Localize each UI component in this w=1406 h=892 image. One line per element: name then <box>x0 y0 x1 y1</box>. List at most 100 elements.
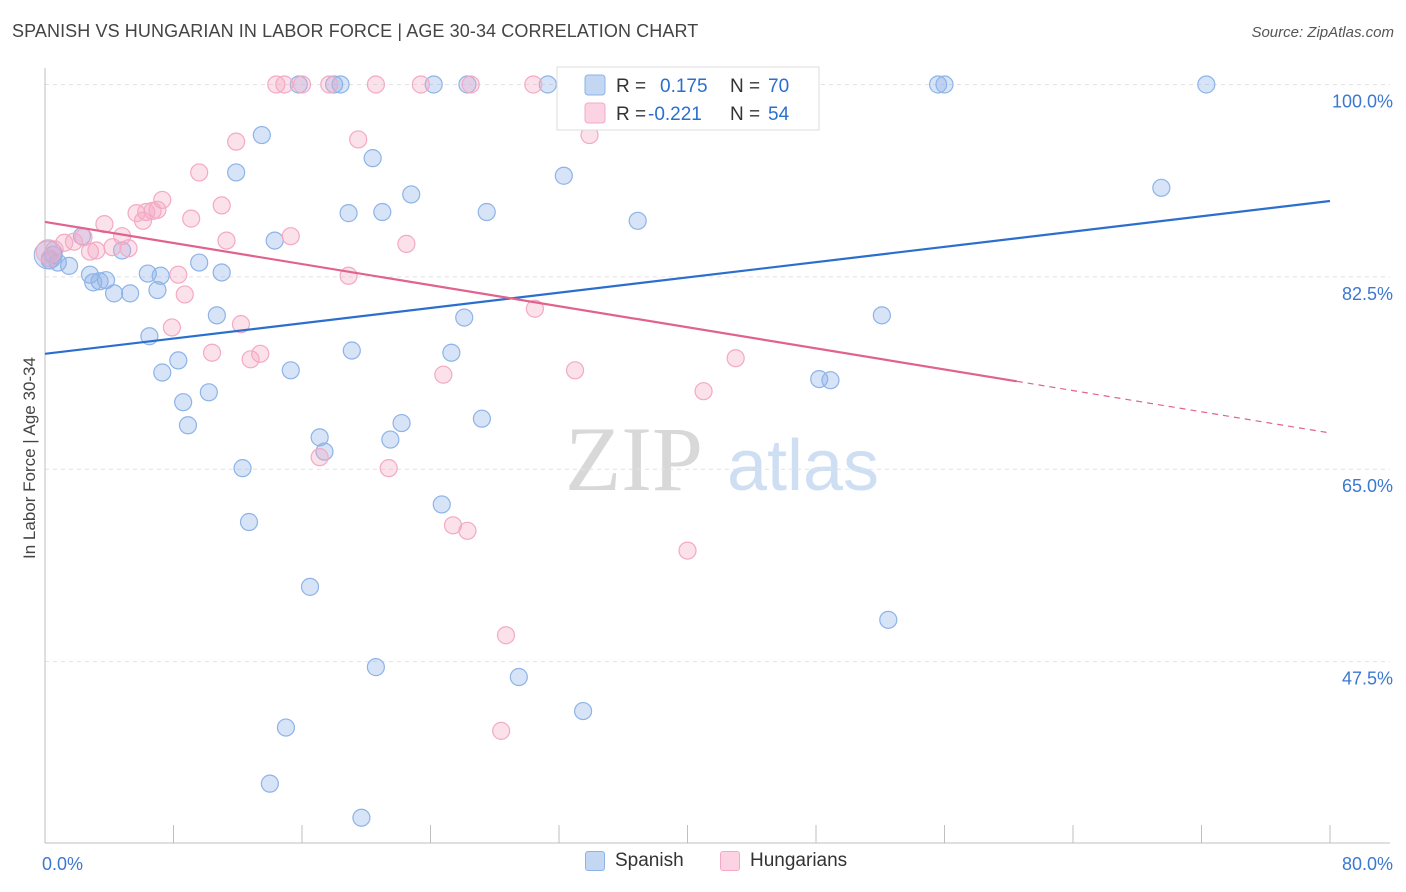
hungarians-point <box>310 448 329 467</box>
spanish-point <box>342 341 361 360</box>
hungarians-point <box>565 361 585 380</box>
hungarians-r-value: -0.221 <box>648 104 702 125</box>
hungarians-trend-line <box>44 220 1017 383</box>
spanish-point <box>821 371 840 390</box>
hungarians-point <box>678 541 697 560</box>
spanish-r-value: 0.175 <box>660 76 708 97</box>
trend-lines <box>44 199 1331 434</box>
hungarians-point <box>458 521 477 540</box>
spanish-point <box>207 306 226 325</box>
legend-label-hungarians: Hungarians <box>750 850 848 871</box>
spanish-point <box>432 495 451 514</box>
spanish-point <box>554 166 573 185</box>
hungarians-point <box>241 350 260 369</box>
spanish-point <box>928 75 948 94</box>
hungarians-point <box>366 75 385 94</box>
spanish-point <box>538 75 557 94</box>
hungarians-point <box>292 75 312 94</box>
spanish-point <box>252 125 271 145</box>
spanish-point <box>352 808 371 827</box>
spanish-point <box>879 610 898 629</box>
spanish-point <box>381 430 400 449</box>
spanish-point <box>310 428 329 447</box>
hungarians-point <box>169 265 188 284</box>
hungarians-point <box>320 75 339 94</box>
spanish-point <box>424 75 443 94</box>
spanish-point <box>190 253 209 272</box>
hungarians-point <box>80 242 100 261</box>
spanish-point <box>121 284 140 303</box>
spanish-point <box>872 306 891 325</box>
spanish-point <box>59 256 79 275</box>
spanish-point <box>1197 75 1216 94</box>
hungarians-point <box>217 231 236 250</box>
hungarians-point <box>202 343 222 362</box>
tick-labels: 100.0% 82.5% 65.0% 47.5% 0.0% 80.0% <box>42 91 1393 874</box>
hungarians-point <box>231 315 251 334</box>
hungarians-point <box>275 75 294 94</box>
spanish-point <box>573 701 593 721</box>
y-tick-label: 82.5% <box>1342 284 1393 304</box>
spanish-point <box>300 577 320 596</box>
data-points <box>33 75 1216 827</box>
spanish-point <box>227 163 246 182</box>
spanish-n-value: 70 <box>768 76 789 97</box>
spanish-point <box>363 149 382 168</box>
spanish-point <box>212 263 231 282</box>
hungarians-point <box>397 234 416 253</box>
spanish-point <box>628 211 647 230</box>
hungarians-trend-line-extension <box>1016 380 1331 434</box>
gridlines <box>45 83 1390 663</box>
hungarians-r-label: R = <box>616 104 646 125</box>
watermark-atlas: atlas <box>727 426 879 506</box>
chart-title: SPANISH VS HUNGARIAN IN LABOR FORCE | AG… <box>12 21 699 41</box>
hungarians-n-label: N = <box>730 104 760 125</box>
spanish-point <box>174 393 193 412</box>
hungarians-point <box>434 365 453 384</box>
stats-legend: R = 0.175 N = 70 R = -0.221 N = 54 <box>556 66 820 131</box>
hungarians-point <box>379 459 398 478</box>
series-legend: Spanish Hungarians <box>0 850 1406 878</box>
spanish-point <box>151 266 170 285</box>
spanish-point <box>366 658 385 677</box>
spanish-point <box>84 273 103 292</box>
spanish-n-label: N = <box>730 76 760 97</box>
spanish-point <box>373 202 392 222</box>
hungarians-point <box>87 241 106 260</box>
hungarians-point <box>175 285 194 304</box>
spanish-point <box>935 75 954 94</box>
hungarians-point <box>281 227 300 246</box>
hungarians-point <box>525 299 545 318</box>
spanish-point <box>233 459 252 478</box>
spanish-trend-line <box>44 199 1331 355</box>
y-tick-label: 47.5% <box>1342 669 1393 689</box>
spanish-point <box>169 351 188 370</box>
spanish-point <box>402 185 421 204</box>
spanish-point <box>199 383 218 402</box>
spanish-point <box>153 363 172 382</box>
legend-label-spanish: Spanish <box>615 850 684 871</box>
spanish-point <box>442 343 461 362</box>
x-tick-label: 80.0% <box>1342 854 1393 874</box>
spanish-point <box>325 75 344 94</box>
hungarians-point <box>411 75 430 94</box>
spanish-point <box>104 284 124 303</box>
hungarians-point <box>496 626 516 645</box>
hungarians-point <box>349 130 368 149</box>
hungarians-point <box>694 382 713 401</box>
spanish-point <box>472 409 491 428</box>
legend-swatch-hungarians <box>584 102 606 124</box>
hungarians-point <box>190 163 209 182</box>
spanish-point <box>276 718 296 737</box>
hungarians-point <box>127 204 146 223</box>
spanish-point <box>315 442 334 461</box>
hungarians-n-value: 54 <box>768 104 790 125</box>
hungarians-point <box>35 239 61 265</box>
spanish-point <box>455 308 474 327</box>
legend-swatch-spanish <box>584 74 606 96</box>
legend-swatch-hungarians-bottom <box>720 851 740 871</box>
watermark-zip: ZIP <box>565 408 703 510</box>
y-tick-label: 100.0% <box>1332 91 1393 111</box>
hungarians-point <box>726 349 745 368</box>
